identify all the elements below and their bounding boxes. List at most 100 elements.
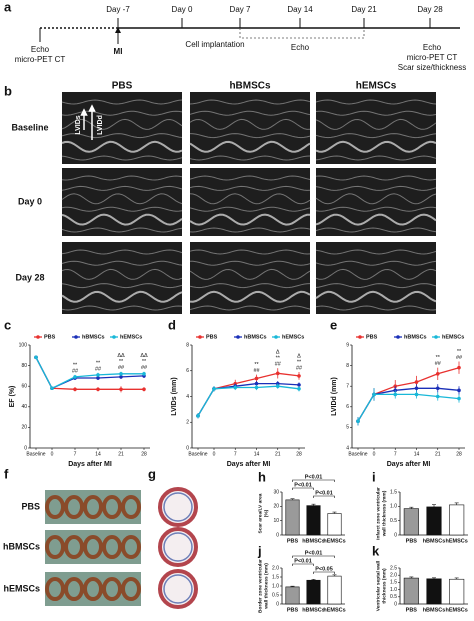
significance: **: [96, 360, 101, 366]
row-label: Day 28: [15, 272, 44, 282]
significance: ##: [296, 365, 303, 371]
y-axis-label: Border zone ventricular: [257, 559, 263, 613]
y-tick-label: 0: [186, 445, 189, 451]
comparison-label: P<0.01: [305, 474, 323, 480]
y-axis-label: EF (%): [9, 386, 16, 408]
echo-texture: [189, 227, 311, 233]
photo-row-label: PBS: [21, 501, 40, 511]
y-tick-label: 7: [346, 384, 349, 390]
data-point: [73, 387, 77, 392]
comparison-label: P<0.01: [305, 550, 323, 556]
echo-texture: [189, 155, 311, 161]
day-label: Day 21: [351, 5, 377, 14]
significance: **: [276, 356, 281, 362]
echo-texture: [315, 260, 437, 266]
x-tick-label: hEMSCs: [446, 538, 468, 544]
y-tick-label: 0.5: [390, 594, 397, 600]
data-point: [297, 374, 301, 378]
legend-swatch: [274, 335, 278, 339]
x-tick-label: 0: [373, 451, 376, 457]
x-tick-label: hBMSCs: [423, 607, 446, 613]
x-tick-label: hEMSCs: [446, 607, 468, 613]
event-label: Echo: [291, 43, 310, 52]
data-point: [233, 385, 238, 390]
panel-letter: k: [372, 543, 380, 558]
comparison-bracket: [313, 571, 335, 574]
bar: [306, 505, 321, 536]
data-point: [457, 388, 461, 393]
echo-texture: [189, 305, 311, 311]
y-tick-label: 2.0: [272, 565, 279, 571]
echo-texture: [189, 99, 311, 105]
echo-texture: [315, 290, 437, 303]
legend-swatch: [36, 335, 40, 339]
heart-slice: [121, 535, 141, 559]
significance: ##: [118, 365, 125, 371]
x-tick-label: PBS: [287, 538, 299, 544]
x-tick-label: 14: [254, 451, 260, 457]
echo-texture: [315, 140, 437, 153]
legend-swatch: [74, 335, 78, 339]
echo-texture: [189, 290, 311, 303]
event-label: MI: [114, 47, 123, 56]
echo-annotation: LVIDd: [97, 115, 104, 135]
panel-letter: i: [372, 469, 376, 484]
x-tick-label: 21: [118, 451, 124, 457]
series-line: [197, 372, 300, 417]
data-point: [96, 373, 100, 377]
comparison-bracket: [292, 555, 335, 558]
echo-texture: [315, 193, 437, 205]
row-label: Baseline: [11, 122, 48, 132]
data-point: [275, 371, 280, 376]
bar: [306, 579, 321, 605]
echo-texture: [189, 249, 311, 255]
echo-texture: [315, 118, 437, 130]
heart-slice: [64, 495, 84, 519]
echo-image: [316, 242, 436, 314]
y-tick-label: 2.5: [390, 565, 397, 571]
series-line: [35, 357, 145, 390]
echo-texture: [189, 213, 311, 226]
echo-texture: [189, 283, 311, 289]
data-point: [50, 386, 54, 391]
y-axis-label: wall thickness (mm): [263, 563, 269, 610]
echo-texture: [61, 133, 183, 139]
section-inner: [163, 574, 193, 604]
legend-swatch: [112, 335, 116, 339]
legend-swatch: [198, 335, 202, 339]
legend-swatch: [236, 335, 240, 339]
y-tick-label: 0.5: [390, 518, 397, 524]
significance: ##: [435, 361, 442, 367]
data-point: [356, 419, 360, 424]
panel-letter: a: [4, 0, 12, 14]
panel-letter: j: [257, 543, 262, 558]
x-tick-label: PBS: [287, 607, 299, 613]
significance: **: [297, 359, 302, 365]
panel-letter: c: [4, 317, 11, 332]
data-point: [414, 386, 419, 391]
echo-texture: [189, 110, 311, 116]
legend-label: PBS: [366, 334, 378, 340]
section-ring: [158, 569, 198, 609]
significance: ##: [275, 362, 282, 368]
echo-texture: [61, 140, 183, 153]
data-point: [435, 372, 440, 376]
y-tick-label: 0: [394, 601, 397, 607]
event-label: micro-PET CT: [407, 53, 458, 62]
comparison-bracket: [292, 487, 314, 490]
x-tick-label: hBMSCs: [302, 607, 325, 613]
data-point: [435, 386, 440, 391]
comparison-bracket: [313, 495, 335, 498]
echo-texture: [315, 155, 437, 161]
panel-letter: e: [330, 317, 337, 332]
data-point: [372, 392, 376, 397]
significance: ##: [72, 368, 79, 374]
legend-label: hEMSCs: [442, 334, 464, 340]
legend-label: PBS: [206, 334, 218, 340]
panel-letter: d: [168, 317, 176, 332]
y-tick-label: 9: [346, 342, 349, 348]
column-header: hEMSCs: [356, 81, 397, 92]
echo-texture: [61, 290, 183, 303]
bar: [403, 508, 419, 536]
day-label: Day 7: [230, 5, 251, 14]
